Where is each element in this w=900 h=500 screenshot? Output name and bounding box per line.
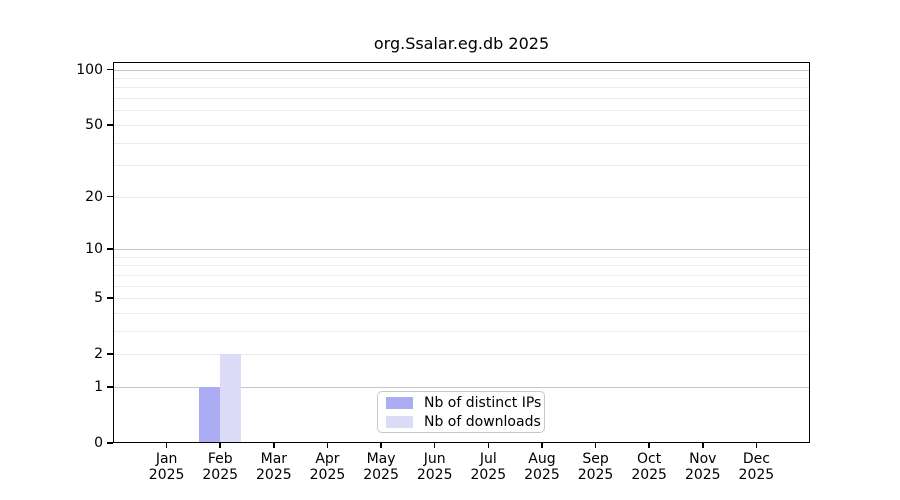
x-tick-year: 2025 xyxy=(416,466,453,483)
legend-swatch-downloads xyxy=(386,415,413,428)
y-gridline-minor xyxy=(113,312,810,314)
y-gridline-minor xyxy=(113,124,810,126)
legend-label-distinct-ips: Nb of distinct IPs xyxy=(424,394,542,411)
x-tick-year: 2025 xyxy=(470,466,507,483)
y-tick-label: 5 xyxy=(94,290,103,307)
x-tick-month: Nov xyxy=(689,451,717,467)
y-gridline-minor xyxy=(113,256,810,258)
y-gridline-minor xyxy=(113,142,810,144)
y-gridline-minor xyxy=(113,165,810,167)
y-tick-label: 20 xyxy=(85,188,103,205)
y-gridline-minor xyxy=(113,196,810,198)
y-gridline-minor xyxy=(113,285,810,287)
x-tick-label: Jan 2025 xyxy=(127,451,207,483)
x-tick-year: 2025 xyxy=(148,466,185,483)
x-tick-mark xyxy=(219,443,221,448)
legend: Nb of distinct IPs Nb of downloads xyxy=(377,391,545,433)
x-tick-label: Nov 2025 xyxy=(663,451,743,483)
chart-title: org.Ssalar.eg.db 2025 xyxy=(373,34,550,53)
x-tick-mark xyxy=(487,443,490,448)
x-tick-month: Apr xyxy=(315,451,340,467)
x-tick-year: 2025 xyxy=(202,466,239,483)
x-tick-label: May 2025 xyxy=(341,451,421,483)
plot-area xyxy=(113,62,810,443)
bar-distinct-ips xyxy=(199,386,221,443)
bar-downloads xyxy=(220,354,242,443)
x-tick-month: Aug xyxy=(528,451,556,467)
y-gridline-major xyxy=(113,386,810,388)
x-tick-mark xyxy=(165,443,168,448)
x-tick-mark xyxy=(541,443,543,448)
y-gridline-minor xyxy=(113,110,810,112)
legend-label-downloads: Nb of downloads xyxy=(424,413,541,430)
x-tick-month: Dec xyxy=(742,451,770,467)
x-tick-label: Jul 2025 xyxy=(448,451,528,483)
x-tick-mark xyxy=(433,443,436,448)
x-tick-label: Sep 2025 xyxy=(556,451,636,483)
y-gridline-minor xyxy=(113,87,810,89)
x-tick-mark xyxy=(273,443,275,448)
x-tick-mark xyxy=(380,443,382,448)
x-tick-month: Feb xyxy=(207,451,233,467)
y-gridline-minor xyxy=(113,98,810,100)
x-tick-year: 2025 xyxy=(577,466,614,483)
x-tick-mark xyxy=(702,443,704,448)
x-tick-label: Feb 2025 xyxy=(180,451,260,483)
y-tick-mark xyxy=(107,386,113,388)
x-tick-label: Oct 2025 xyxy=(609,451,689,483)
x-tick-year: 2025 xyxy=(256,466,292,483)
x-tick-year: 2025 xyxy=(363,466,399,483)
y-tick-mark xyxy=(107,442,113,444)
legend-row: Nb of distinct IPs xyxy=(378,395,544,411)
y-tick-mark xyxy=(107,353,113,355)
x-tick-label: Mar 2025 xyxy=(234,451,314,483)
y-tick-label: 10 xyxy=(85,241,103,257)
x-tick-label: Jun 2025 xyxy=(395,451,475,483)
y-tick-label: 100 xyxy=(76,61,103,78)
y-gridline-minor xyxy=(113,330,810,332)
legend-row: Nb of downloads xyxy=(378,414,544,430)
x-tick-year: 2025 xyxy=(631,466,667,483)
y-gridline-minor xyxy=(113,78,810,80)
x-tick-mark xyxy=(326,443,329,448)
y-gridline-minor xyxy=(113,298,810,300)
y-tick-mark xyxy=(107,297,113,299)
x-tick-year: 2025 xyxy=(524,466,560,483)
x-tick-mark xyxy=(648,443,650,448)
y-tick-label: 1 xyxy=(94,378,103,395)
y-tick-label: 2 xyxy=(94,346,103,363)
y-tick-mark xyxy=(107,248,113,250)
x-tick-month: Mar xyxy=(260,451,288,467)
y-gridline-minor xyxy=(113,354,810,356)
x-tick-month: Jul xyxy=(479,451,497,467)
x-tick-year: 2025 xyxy=(309,466,346,483)
x-tick-month: Oct xyxy=(637,451,662,467)
y-gridline-major xyxy=(113,69,810,71)
legend-swatch-distinct-ips xyxy=(386,396,413,409)
x-tick-label: Apr 2025 xyxy=(287,451,367,483)
y-tick-mark xyxy=(107,68,113,71)
y-gridline-minor xyxy=(113,265,810,267)
y-gridline-major xyxy=(113,249,810,250)
y-tick-label: 50 xyxy=(85,116,103,133)
y-tick-mark xyxy=(107,195,113,198)
y-tick-mark xyxy=(107,124,113,126)
x-tick-label: Aug 2025 xyxy=(502,451,582,483)
y-tick-label: 0 xyxy=(94,435,103,451)
x-tick-month: May xyxy=(366,451,396,467)
x-tick-year: 2025 xyxy=(684,466,721,483)
y-gridline-minor xyxy=(113,274,810,276)
x-tick-month: Sep xyxy=(582,451,609,467)
x-tick-mark xyxy=(594,443,597,448)
x-tick-mark xyxy=(755,443,758,448)
x-tick-month: Jan xyxy=(155,451,178,467)
x-tick-month: Jun xyxy=(423,451,446,467)
x-tick-year: 2025 xyxy=(738,466,775,483)
x-tick-label: Dec 2025 xyxy=(716,451,796,483)
